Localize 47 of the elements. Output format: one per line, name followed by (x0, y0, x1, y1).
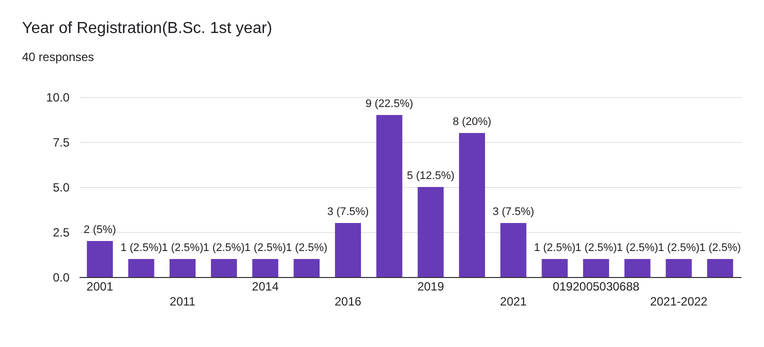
bar (459, 133, 486, 277)
data-label: 8 (20%) (452, 116, 492, 128)
data-label: 3 (7.5%) (492, 206, 534, 218)
bar (294, 259, 320, 277)
x-tick-label: 2019 (417, 280, 444, 294)
y-tick-label: 2.5 (52, 226, 70, 240)
y-tick-label: 0.0 (52, 270, 70, 284)
y-tick-label: 5.0 (52, 180, 70, 194)
bar (210, 259, 237, 277)
bar (707, 259, 734, 277)
bar (583, 259, 610, 277)
data-label: 3 (7.5%) (327, 206, 369, 218)
bar (542, 259, 568, 277)
x-tick-label: 2011 (170, 294, 196, 308)
bar (128, 259, 154, 277)
bar (334, 223, 361, 277)
data-label: 1 (2.5%) (616, 242, 658, 254)
data-label: 1 (2.5%) (534, 242, 576, 254)
data-label: 9 (22.5%) (365, 98, 414, 110)
data-label: 1 (2.5%) (699, 242, 741, 254)
x-tick-label: 0192005030688 (552, 280, 640, 294)
x-tick-label: 2021-2022 (650, 294, 708, 308)
data-label: 1 (2.5%) (286, 242, 328, 254)
bar (500, 223, 526, 277)
data-label: 5 (12.5%) (406, 170, 455, 182)
data-label: 1 (2.5%) (658, 242, 700, 254)
data-label: 1 (2.5%) (120, 242, 162, 254)
chart-title: Year of Registration(B.Sc. 1st year) (22, 20, 272, 38)
bar (252, 259, 278, 277)
data-label: 1 (2.5%) (162, 242, 204, 254)
data-label: 2 (5%) (84, 224, 116, 236)
y-tick-label: 7.5 (52, 136, 70, 150)
bar (86, 241, 113, 277)
y-tick-label: 10.0 (46, 90, 70, 104)
bar (170, 259, 196, 277)
data-label: 1 (2.5%) (244, 242, 286, 254)
data-label: 1 (2.5%) (575, 242, 617, 254)
bar (376, 115, 402, 277)
x-tick-label: 2014 (252, 280, 279, 294)
bar (624, 259, 650, 277)
chart-subtitle: 40 responses (22, 50, 94, 64)
x-tick-label: 2001 (86, 280, 114, 294)
data-label: 1 (2.5%) (203, 242, 245, 254)
x-tick-label: 2016 (334, 294, 362, 308)
x-tick-label: 2021 (500, 294, 528, 308)
bar (418, 187, 444, 277)
bar (666, 259, 692, 277)
